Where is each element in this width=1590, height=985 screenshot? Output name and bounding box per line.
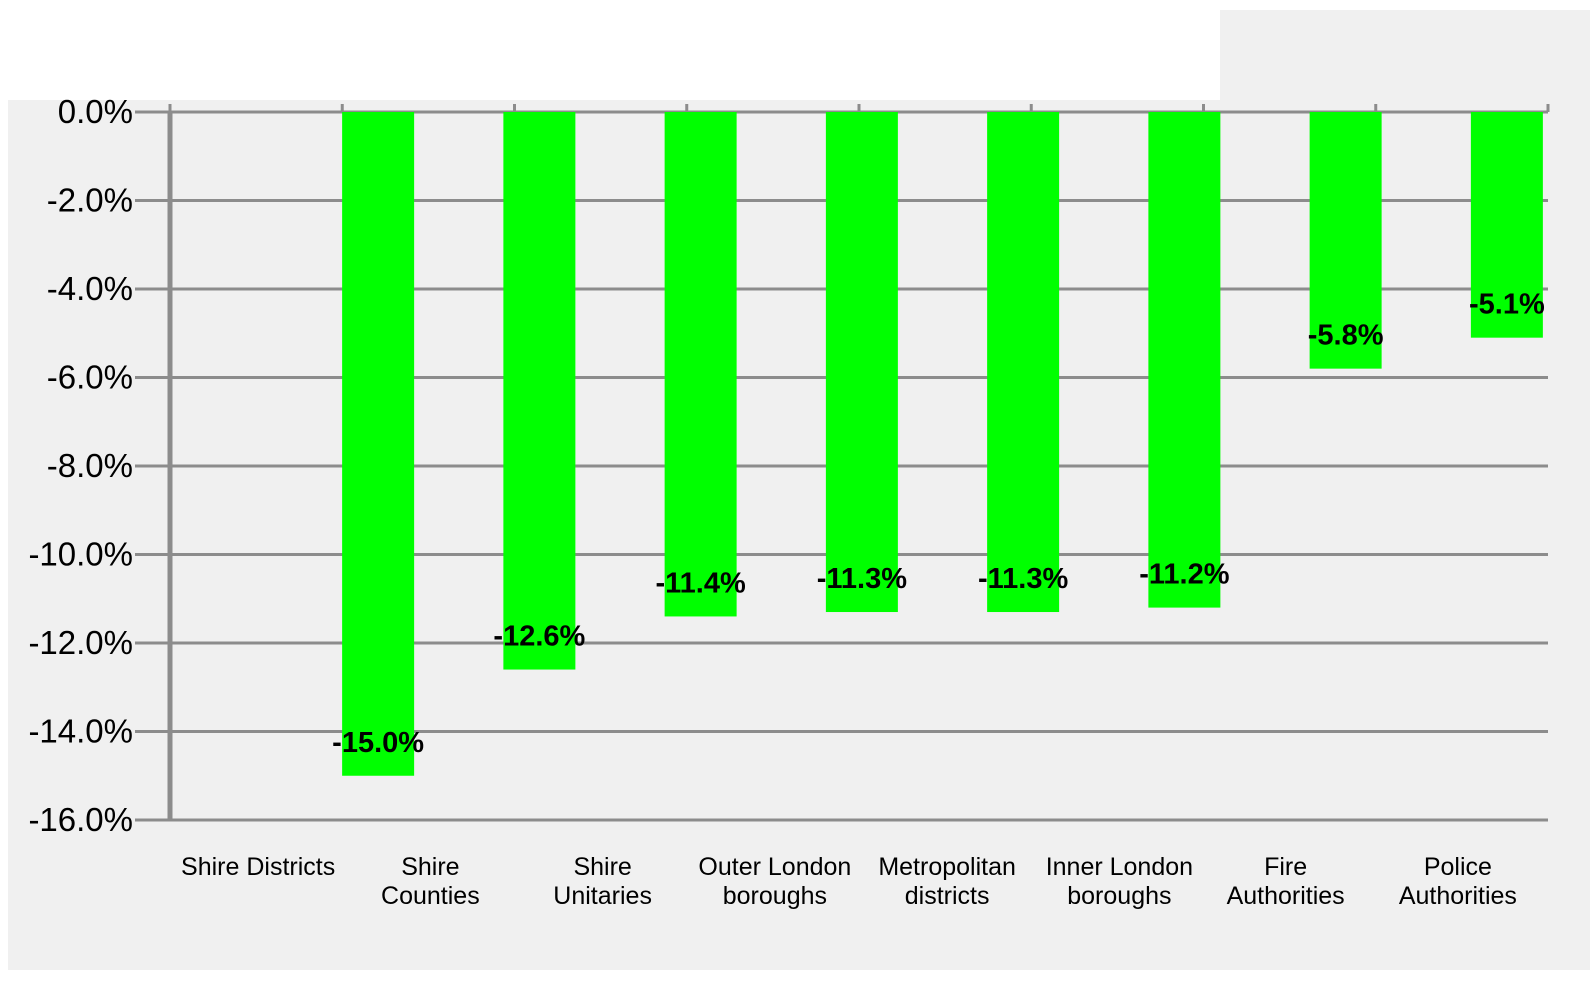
data-label: -11.2% xyxy=(1139,559,1229,591)
y-tick-label: -6.0% xyxy=(47,359,133,396)
x-category-label: Metropolitan districts xyxy=(857,853,1037,911)
data-label: -11.3% xyxy=(817,563,907,595)
y-tick-label: -12.0% xyxy=(28,624,133,661)
x-category-label: Shire Districts xyxy=(168,853,348,882)
y-tick-label: -2.0% xyxy=(47,182,133,219)
y-tick-label: 0.0% xyxy=(58,93,133,130)
x-category-label-line: boroughs xyxy=(1067,882,1172,910)
data-label: -5.8% xyxy=(1308,320,1384,352)
bar xyxy=(825,112,898,613)
x-category-label: Outer London boroughs xyxy=(685,853,865,911)
x-category-label-line: Metropolitan xyxy=(878,853,1016,881)
x-category-label-line: Shire Districts xyxy=(181,853,336,881)
bar xyxy=(342,112,415,776)
x-category-label-line: Outer London xyxy=(698,853,852,881)
data-label: -5.1% xyxy=(1469,289,1545,321)
x-category-label-line: Inner London xyxy=(1045,853,1194,881)
x-category-label-line: Shire xyxy=(573,853,632,881)
data-label: -11.3% xyxy=(978,563,1068,595)
data-label: -15.0% xyxy=(332,727,424,759)
x-category-label: Inner London boroughs xyxy=(1029,853,1209,911)
bar xyxy=(1470,112,1543,338)
data-label: -12.6% xyxy=(493,621,585,653)
y-tick-label: -14.0% xyxy=(28,713,133,750)
bar xyxy=(664,112,737,617)
bar xyxy=(503,112,576,670)
y-tick-label: -16.0% xyxy=(28,801,133,838)
bar xyxy=(987,112,1060,613)
bar xyxy=(1148,112,1221,608)
y-tick-label: -8.0% xyxy=(47,447,133,484)
x-category-label: Fire Authorities xyxy=(1196,853,1376,911)
x-category-label-line: Unitaries xyxy=(553,882,652,910)
x-category-label-line: Authorities xyxy=(1398,882,1517,910)
x-category-label-line: Fire xyxy=(1264,853,1308,881)
x-category-label-line: boroughs xyxy=(722,882,827,910)
y-tick-label: -4.0% xyxy=(47,270,133,307)
x-category-label-line: Shire xyxy=(401,853,460,881)
y-tick-label: -10.0% xyxy=(28,536,133,573)
x-category-label: Police Authorities xyxy=(1368,853,1548,911)
bar xyxy=(1309,112,1382,369)
x-category-label: Shire Unitaries xyxy=(513,853,693,911)
x-category-label-line: Police xyxy=(1423,853,1492,881)
x-category-label-line: Authorities xyxy=(1226,882,1345,910)
x-category-label: Shire Counties xyxy=(340,853,520,911)
x-category-label-line: Counties xyxy=(381,882,480,910)
x-category-label-line: districts xyxy=(904,882,990,910)
data-label: -11.4% xyxy=(655,567,745,599)
